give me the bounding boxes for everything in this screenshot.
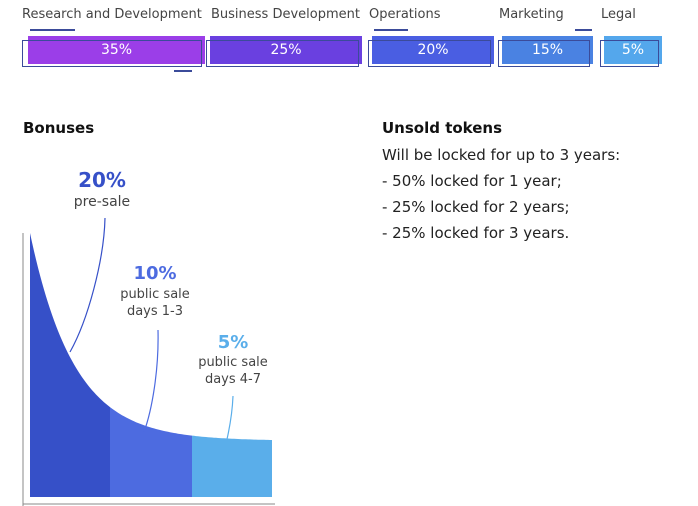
- allocation-bar-outline: [600, 40, 659, 67]
- decorative-line: [174, 70, 192, 72]
- decorative-line: [374, 29, 408, 31]
- bonus-label-days4-7-line1: public sale: [198, 355, 268, 370]
- allocation-bar-outline: [368, 40, 491, 67]
- allocation-label-business: Business Development: [211, 7, 360, 22]
- allocation-label-legal: Legal: [601, 7, 636, 22]
- bonus-segment-presale: [30, 233, 110, 497]
- bonus-label-days1-3-line2: days 1-3: [126, 304, 184, 319]
- allocation-bar-outline: [206, 40, 359, 67]
- bonus-label-days1-3-line1: public sale: [120, 287, 190, 302]
- bonus-label-days4-7-line2: days 4-7: [204, 372, 262, 387]
- allocation-bar-outline: [498, 40, 590, 67]
- bonus-segment-days4-7: [192, 435, 272, 497]
- unsold-item-1: - 50% locked for 1 year;: [382, 172, 562, 190]
- allocation-label-marketing: Marketing: [499, 7, 564, 22]
- allocation-label-research: Research and Development: [22, 7, 202, 22]
- bonuses-title: Bonuses: [23, 119, 95, 137]
- allocation-label-operations: Operations: [369, 7, 441, 22]
- leader-line: [219, 395, 234, 463]
- bonus-segment-days1-3: [110, 407, 192, 497]
- unsold-item-2: - 25% locked for 2 years;: [382, 198, 570, 216]
- decorative-line: [575, 29, 592, 31]
- unsold-item-3: - 25% locked for 3 years.: [382, 224, 570, 242]
- bonus-percent-presale: 20%: [78, 168, 126, 192]
- unsold-intro: Will be locked for up to 3 years:: [382, 146, 621, 164]
- unsold-title: Unsold tokens: [382, 119, 503, 137]
- leader-line: [69, 217, 106, 353]
- leader-line: [143, 329, 159, 433]
- bonus-percent-days4-7: 5%: [217, 332, 249, 353]
- bonus-label-presale: pre-sale: [73, 194, 131, 210]
- allocation-bar-outline: [22, 40, 202, 67]
- decorative-line: [30, 29, 75, 31]
- bonus-percent-days1-3: 10%: [133, 263, 177, 284]
